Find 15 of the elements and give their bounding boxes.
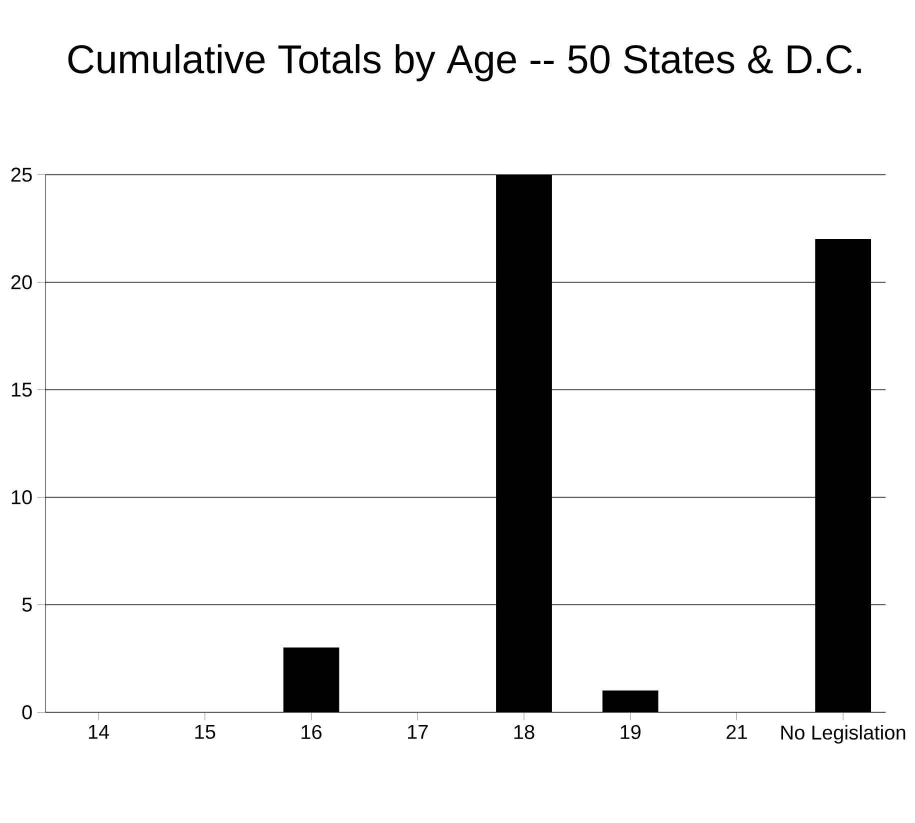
x-tick-label: 19 bbox=[620, 724, 641, 740]
x-tick-label: 17 bbox=[408, 724, 428, 739]
y-tick-label: 25 bbox=[11, 168, 32, 182]
chart-title: Cumulative Totals by Age -- 50 States & D.C. bbox=[68, 44, 861, 82]
y-tick-label: 5 bbox=[22, 598, 32, 612]
x-tick-label: 21 bbox=[726, 724, 747, 739]
x-tick-label: No Legislation bbox=[781, 724, 906, 744]
x-tick-label: 16 bbox=[302, 724, 322, 740]
y-tick-label: 10 bbox=[12, 490, 32, 504]
y-tick-label: 20 bbox=[11, 275, 32, 290]
x-tick-label: 15 bbox=[195, 724, 216, 739]
y-tick-label: 15 bbox=[12, 382, 32, 397]
y-tick-label: 0 bbox=[22, 705, 32, 720]
x-tick-label: 14 bbox=[88, 724, 110, 739]
x-tick-label: 18 bbox=[514, 724, 534, 740]
